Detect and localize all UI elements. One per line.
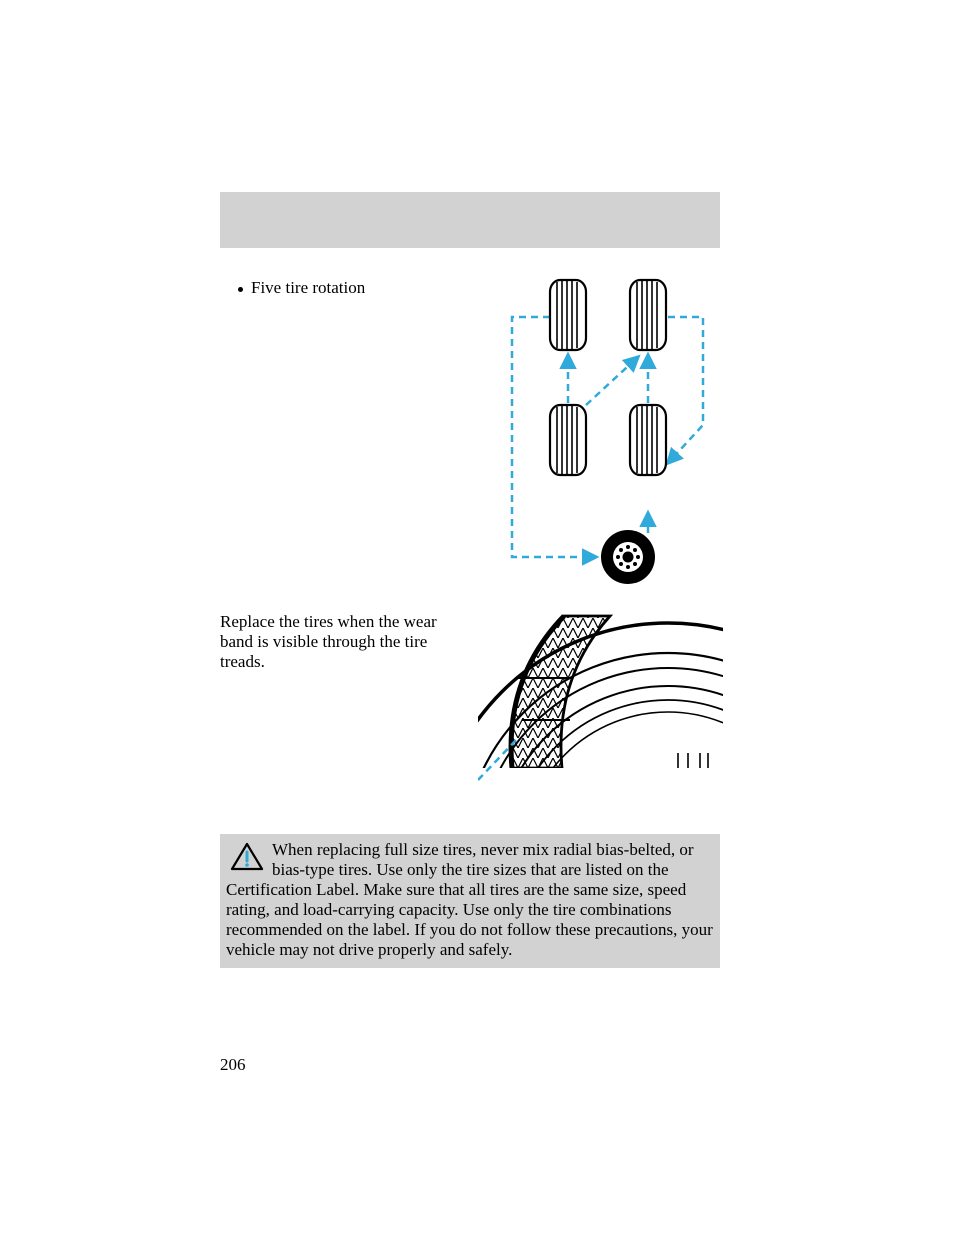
warning-callout: When replacing full size tires, never mi…: [220, 834, 720, 968]
page-number: 206: [220, 1055, 246, 1075]
arrow-fr-to-rr: [668, 317, 703, 463]
bullet-item: Five tire rotation: [238, 278, 488, 298]
tire-rear-left-icon: [550, 405, 586, 475]
bullet-label: Five tire rotation: [251, 278, 365, 297]
tire-rear-right-icon: [630, 405, 666, 475]
bullet-dot-icon: [238, 287, 243, 292]
replace-tires-paragraph: Replace the tires when the wear band is …: [220, 612, 470, 672]
tire-front-right-icon: [630, 280, 666, 350]
section-header-band: [220, 192, 720, 248]
warning-triangle-icon: [230, 842, 264, 872]
document-page: Five tire rotation: [0, 0, 954, 1235]
spare-tire-icon: [601, 530, 655, 584]
five-tire-rotation-diagram: [478, 275, 723, 595]
arrow-rl-cross-to-fr: [586, 357, 638, 405]
tire-wear-diagram: [478, 608, 723, 783]
warning-text: When replacing full size tires, never mi…: [226, 840, 714, 960]
tire-front-left-icon: [550, 280, 586, 350]
